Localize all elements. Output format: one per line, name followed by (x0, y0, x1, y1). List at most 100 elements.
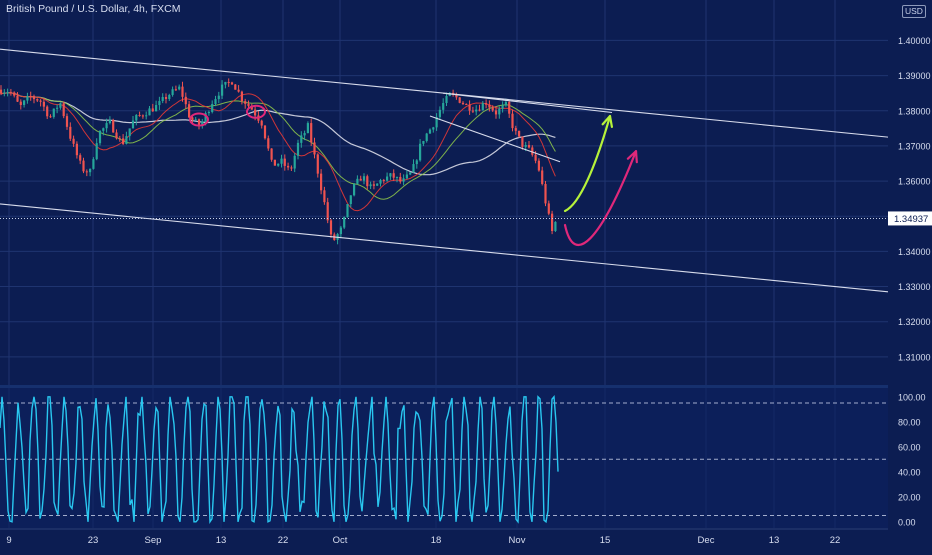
stochastic-tick-label: 80.00 (898, 417, 921, 427)
candle-up (524, 144, 527, 147)
wedge-lower-line[interactable] (429, 115, 561, 163)
candle-down (382, 180, 385, 182)
candle-up (224, 81, 227, 85)
candle-down (112, 119, 115, 133)
candle-down (115, 132, 118, 139)
candle-down (514, 128, 517, 131)
candle-down (247, 103, 250, 106)
candle-down (455, 94, 458, 98)
candle-up (405, 174, 408, 179)
candle-up (296, 142, 300, 156)
candle-down (468, 104, 471, 111)
candle-down (527, 144, 531, 148)
highlight-ellipse-0[interactable] (189, 112, 209, 127)
annotations[interactable] (189, 104, 638, 246)
time-tick-label: Sep (145, 535, 162, 546)
candle-up (376, 183, 379, 186)
currency-badge[interactable]: USD (902, 5, 926, 18)
candle-down (244, 101, 247, 104)
candle-up (498, 108, 501, 115)
candle-up (412, 164, 415, 173)
green-arrow-2[interactable] (563, 114, 612, 213)
candle-up (501, 105, 504, 109)
candle-up (346, 204, 349, 218)
candle-up (442, 103, 445, 110)
time-tick-label: Dec (698, 535, 715, 546)
time-tick-label: 13 (769, 535, 780, 546)
candle-down (227, 81, 230, 83)
candle-down (75, 143, 78, 156)
candle-down (188, 104, 191, 118)
candle-up (395, 176, 399, 178)
candle-up (293, 155, 296, 169)
candle-down (65, 116, 69, 127)
candle-down (197, 119, 201, 127)
candle-up (343, 217, 346, 228)
candle-up (435, 117, 438, 128)
candle-up (349, 195, 352, 205)
highlight-ellipse-1[interactable] (246, 104, 266, 119)
candle-down (141, 115, 144, 117)
candle-up (475, 109, 478, 112)
candle-down (511, 113, 514, 129)
candle-up (135, 114, 138, 121)
magenta-arrow-3[interactable] (563, 150, 638, 246)
candle-up (145, 115, 148, 117)
green-arrowhead-2 (601, 114, 613, 128)
candle-down (518, 130, 521, 137)
candle-up (131, 120, 135, 129)
candle-up (128, 128, 131, 137)
candle-up (362, 176, 366, 181)
price-axis[interactable]: 1.400001.390001.380001.370001.360001.350… (0, 36, 932, 362)
candle-up (194, 119, 197, 121)
candle-down (491, 107, 494, 111)
candle-up (125, 136, 128, 144)
candle-up (221, 84, 224, 96)
stochastic-tick-label: 40.00 (898, 467, 921, 477)
price-tick-label: 1.37000 (898, 141, 931, 151)
stochastic-pane[interactable]: 100.00 80.00 60.00 40.00 20.00 0.00 (0, 392, 926, 527)
candle-up (415, 160, 418, 165)
stochastic-tick-label: 20.00 (898, 492, 921, 502)
candle-up (280, 158, 283, 164)
candle-down (46, 106, 49, 117)
candle-up (161, 97, 164, 102)
candle-up (217, 95, 220, 100)
candle-down (488, 104, 491, 108)
candle-down (82, 160, 85, 172)
candle-up (379, 180, 382, 184)
candle-up (425, 133, 428, 142)
candle-down (260, 120, 263, 126)
candle-down (36, 99, 39, 101)
price-tick-label: 1.40000 (898, 36, 931, 46)
candle-down (320, 173, 323, 191)
candle-down (0, 89, 3, 94)
candle-down (329, 220, 333, 235)
candle-up (419, 143, 422, 161)
last-price-badge[interactable] (888, 211, 932, 226)
wedge-upper-line[interactable] (442, 92, 613, 114)
candle-down (372, 184, 375, 186)
candle-up (402, 178, 405, 182)
candle-up (178, 86, 181, 90)
candle-up (204, 113, 207, 122)
candle-up (23, 100, 26, 105)
candle-up (432, 127, 435, 130)
candle-up (148, 108, 151, 116)
candle-down (316, 154, 319, 174)
candle-down (164, 97, 168, 99)
candle-down (283, 158, 286, 166)
candle-down (366, 176, 369, 187)
candle-up (108, 119, 111, 124)
candles (0, 78, 557, 245)
candle-down (32, 96, 36, 100)
stochastic-line[interactable] (0, 395, 559, 524)
ma-red-line (0, 92, 556, 212)
candle-down (534, 154, 537, 161)
candle-down (39, 100, 42, 102)
candle-down (263, 125, 267, 139)
candle-up (89, 168, 92, 173)
time-axis[interactable]: 9 23 Sep 13 22 Oct 18 Nov 15 Dec 13 22 (0, 528, 888, 546)
